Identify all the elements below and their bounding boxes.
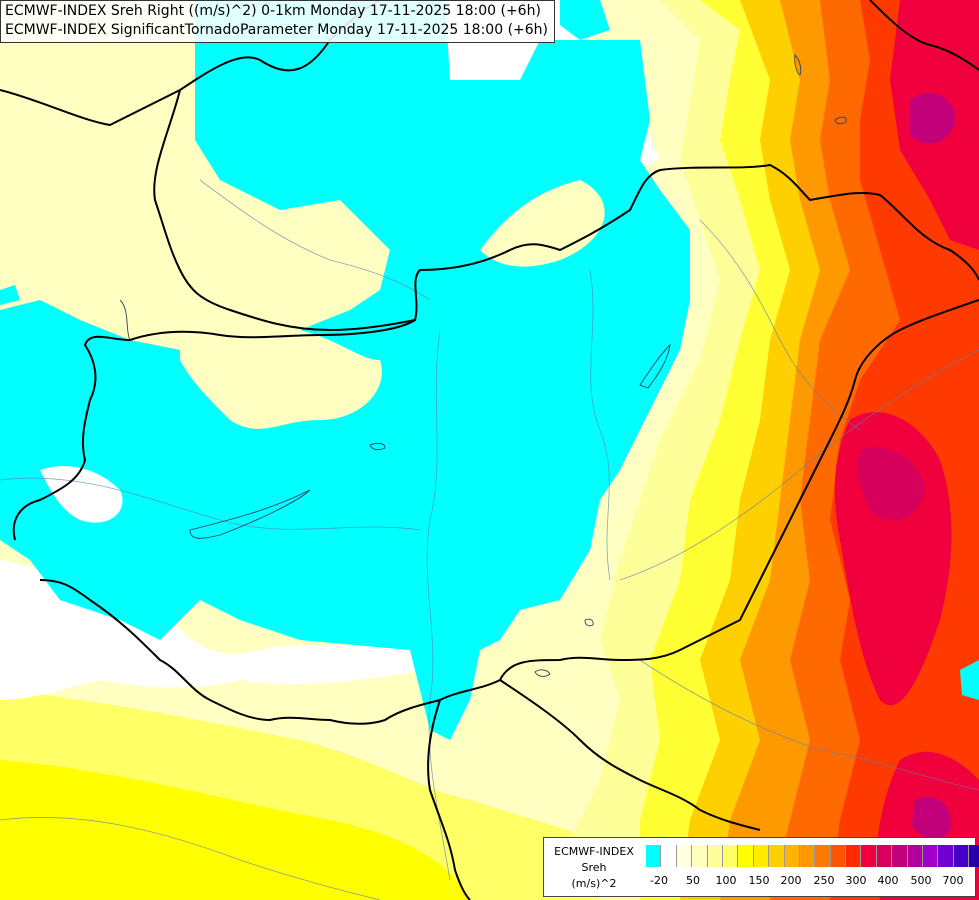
legend-swatch [861,845,877,867]
field-island-west [180,325,382,429]
field-island-small [40,466,123,523]
legend-tick: 150 [748,874,770,887]
legend-tick: 250 [813,874,835,887]
legend-swatch [692,845,708,867]
field-cyan-spot-3 [0,285,20,305]
legend-unit: (m/s)^2 [571,877,617,890]
legend-color-scale [646,845,979,867]
field-island-north [480,180,605,267]
field-cyan-east-spot [960,660,979,700]
legend-tick: 100 [715,874,737,887]
field-band-magenta-mid [858,447,925,521]
map-title-sreh: ECMWF-INDEX Sreh Right ((m/s)^2) 0-1km M… [5,3,541,19]
legend-swatch [907,845,924,867]
color-legend: ECMWF-INDEX Sreh (m/s)^2 -20 50 100 150 200 2… [543,837,979,897]
legend-swatch [846,845,862,867]
legend-source: ECMWF-INDEX [554,845,634,858]
legend-swatch [646,845,662,867]
legend-swatch [738,845,754,867]
legend-swatch [938,845,954,867]
legend-tick: 700 [942,874,964,887]
legend-swatch [769,845,785,867]
field-deep-yellow-south [0,760,470,900]
legend-swatch [676,845,693,867]
admin-lines [119,54,847,677]
legend-swatch [923,845,939,867]
rivers [0,179,979,900]
legend-tick: 300 [845,874,867,887]
legend-field: Sreh [581,861,607,874]
legend-tick-labels: -20 50 100 150 200 250 300 400 500 700 [646,874,976,890]
legend-label: ECMWF-INDEX Sreh (m/s)^2 [547,844,641,892]
legend-tick: 200 [780,874,802,887]
legend-swatch [661,845,677,867]
legend-swatch [815,845,831,867]
legend-swatch [722,845,739,867]
legend-tick: 500 [910,874,932,887]
legend-swatch [707,845,723,867]
field-cyan-spot-1 [560,0,610,40]
map-title-box: ECMWF-INDEX Sreh Right ((m/s)^2) 0-1km M… [0,0,555,43]
map-title-stp: ECMWF-INDEX SignificantTornadoParameter … [5,22,548,38]
legend-swatch [784,845,800,867]
legend-swatch [830,845,847,867]
legend-swatch [799,845,816,867]
legend-swatch [876,845,893,867]
legend-tick: -20 [650,874,668,887]
legend-swatch [892,845,908,867]
field-band-magenta-south [912,796,951,840]
legend-swatch [969,845,979,867]
field-band-magenta-north [910,92,955,144]
legend-tick: 400 [877,874,899,887]
legend-swatch [753,845,770,867]
legend-tick: 50 [686,874,700,887]
legend-swatch [953,845,970,867]
